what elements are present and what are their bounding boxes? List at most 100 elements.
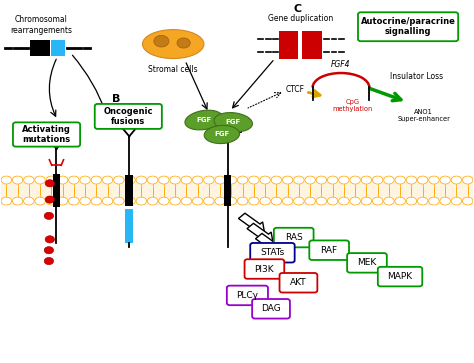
FancyBboxPatch shape xyxy=(378,267,422,286)
Circle shape xyxy=(192,197,203,205)
Text: A: A xyxy=(12,126,21,136)
Circle shape xyxy=(46,197,56,205)
Circle shape xyxy=(283,197,293,205)
Circle shape xyxy=(406,176,417,184)
Text: AKT: AKT xyxy=(290,278,307,287)
Circle shape xyxy=(114,197,124,205)
Circle shape xyxy=(147,176,158,184)
Circle shape xyxy=(125,197,135,205)
Circle shape xyxy=(316,197,327,205)
Circle shape xyxy=(339,176,349,184)
Circle shape xyxy=(395,197,405,205)
Text: Oncogenic
fusions: Oncogenic fusions xyxy=(103,107,153,126)
Ellipse shape xyxy=(143,30,204,58)
Circle shape xyxy=(271,176,282,184)
Circle shape xyxy=(361,197,372,205)
Circle shape xyxy=(1,197,11,205)
Bar xyxy=(126,175,133,206)
Circle shape xyxy=(294,176,304,184)
Circle shape xyxy=(237,176,248,184)
Circle shape xyxy=(80,176,90,184)
Circle shape xyxy=(181,197,191,205)
Circle shape xyxy=(136,176,146,184)
Circle shape xyxy=(451,176,462,184)
FancyBboxPatch shape xyxy=(347,253,387,273)
Circle shape xyxy=(154,36,169,47)
Circle shape xyxy=(428,197,439,205)
Circle shape xyxy=(24,197,34,205)
Bar xyxy=(125,209,134,243)
Circle shape xyxy=(57,176,68,184)
Circle shape xyxy=(12,197,23,205)
Circle shape xyxy=(328,176,338,184)
Circle shape xyxy=(204,176,214,184)
Text: Gene duplication: Gene duplication xyxy=(268,15,333,24)
Circle shape xyxy=(328,197,338,205)
Circle shape xyxy=(294,197,304,205)
Circle shape xyxy=(463,197,473,205)
Circle shape xyxy=(249,197,259,205)
Circle shape xyxy=(45,196,55,203)
Circle shape xyxy=(463,176,473,184)
Text: DAG: DAG xyxy=(261,304,281,313)
Circle shape xyxy=(114,176,124,184)
Circle shape xyxy=(440,197,450,205)
Circle shape xyxy=(57,197,68,205)
Circle shape xyxy=(24,176,34,184)
Text: Autocrine/paracrine
signalling: Autocrine/paracrine signalling xyxy=(361,17,456,36)
Circle shape xyxy=(215,176,225,184)
Circle shape xyxy=(215,197,225,205)
Circle shape xyxy=(305,176,315,184)
Circle shape xyxy=(428,176,439,184)
Bar xyxy=(0,176,474,205)
Text: FGF: FGF xyxy=(214,131,229,138)
Circle shape xyxy=(159,197,169,205)
Circle shape xyxy=(373,176,383,184)
Circle shape xyxy=(69,176,79,184)
Text: Insulator Loss: Insulator Loss xyxy=(390,72,443,81)
Circle shape xyxy=(44,257,54,265)
Circle shape xyxy=(192,176,203,184)
Circle shape xyxy=(350,197,360,205)
FancyArrow shape xyxy=(255,233,282,252)
FancyBboxPatch shape xyxy=(95,104,162,129)
Circle shape xyxy=(44,212,54,220)
Circle shape xyxy=(12,176,23,184)
Bar xyxy=(53,174,60,207)
Text: FGF: FGF xyxy=(226,119,241,125)
Circle shape xyxy=(204,197,214,205)
Circle shape xyxy=(69,197,79,205)
Text: Activating
mutations: Activating mutations xyxy=(22,125,71,144)
Circle shape xyxy=(237,197,248,205)
Circle shape xyxy=(440,176,450,184)
Circle shape xyxy=(170,197,180,205)
FancyBboxPatch shape xyxy=(252,299,290,319)
Ellipse shape xyxy=(204,125,239,144)
Bar xyxy=(224,175,231,206)
FancyBboxPatch shape xyxy=(245,259,284,279)
FancyBboxPatch shape xyxy=(13,122,80,147)
FancyArrow shape xyxy=(238,213,264,232)
Text: C: C xyxy=(294,4,302,13)
Text: PLCγ: PLCγ xyxy=(237,291,258,300)
Text: Stromal cells: Stromal cells xyxy=(148,65,198,74)
Circle shape xyxy=(80,197,90,205)
Circle shape xyxy=(249,176,259,184)
Circle shape xyxy=(226,197,237,205)
Circle shape xyxy=(384,176,394,184)
Circle shape xyxy=(45,236,55,243)
Circle shape xyxy=(170,176,180,184)
Bar xyxy=(51,40,65,56)
Bar xyxy=(279,32,299,46)
Circle shape xyxy=(181,176,191,184)
Circle shape xyxy=(46,176,56,184)
Text: MEK: MEK xyxy=(357,258,377,268)
Circle shape xyxy=(226,176,237,184)
Text: CTCF: CTCF xyxy=(286,85,305,94)
FancyArrow shape xyxy=(247,223,273,242)
FancyBboxPatch shape xyxy=(310,240,349,260)
Circle shape xyxy=(350,176,360,184)
Circle shape xyxy=(159,176,169,184)
Circle shape xyxy=(339,197,349,205)
Text: CpG
methylation: CpG methylation xyxy=(333,99,373,112)
